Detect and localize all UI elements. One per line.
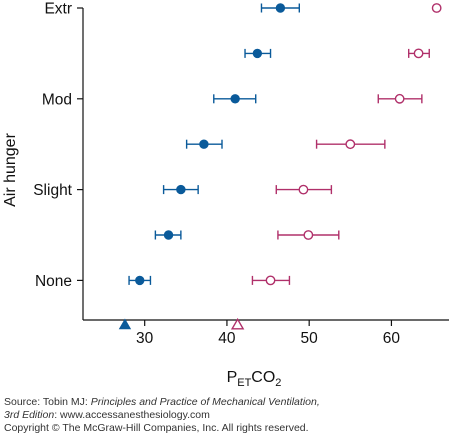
x-axis-label-tail: CO (251, 369, 275, 386)
x-tick-label: 40 (218, 330, 236, 347)
data-point (394, 93, 405, 104)
data-point (252, 48, 263, 59)
baseline-marker (118, 318, 132, 330)
data-point (431, 3, 442, 13)
y-tick-label: None (35, 273, 72, 290)
y-axis-label: Air hunger (2, 132, 19, 206)
x-axis-label-sub: ET (237, 377, 251, 389)
data-point (303, 230, 314, 240)
x-axis-label-main: P (227, 369, 238, 386)
source-book: Principles and Practice of Mechanical Ve… (90, 396, 320, 408)
air-hunger-chart: None Slight Mod Extr 30 40 50 60 Air hunger PET… (2, 1, 449, 389)
chart-marks (118, 3, 442, 330)
data-point (199, 139, 209, 149)
data-point (265, 275, 276, 286)
x-tick-label: 30 (136, 330, 154, 347)
y-tick-label: Slight (33, 182, 72, 199)
data-point (345, 139, 356, 150)
source-site-sep: : (54, 409, 61, 421)
source-note: Source: Tobin MJ: Principles and Practic… (4, 396, 448, 435)
source-line: Source: Tobin MJ: Principles and Practic… (4, 396, 448, 409)
source-edition: 3rd Edition (4, 409, 55, 421)
data-point (176, 184, 186, 195)
data-point (275, 3, 286, 13)
data-point (230, 94, 240, 104)
source-site: www.accessanesthesiology.com (60, 409, 210, 421)
baseline-marker (230, 317, 245, 330)
axes: None Slight Mod Extr 30 40 50 60 (33, 1, 449, 347)
data-point (163, 230, 174, 240)
x-axis-label-tail-sub: 2 (275, 377, 281, 389)
copyright-line: Copyright © The McGraw-Hill Companies, I… (4, 422, 309, 434)
y-tick-label: Extr (44, 1, 72, 18)
x-tick-label: 60 (383, 330, 401, 347)
x-tick-label: 50 (301, 330, 319, 347)
source-edition-line: 3rd Edition: www.accessanesthesiology.co… (4, 409, 448, 422)
data-point (413, 48, 424, 59)
data-point (135, 275, 145, 286)
y-tick-label: Mod (42, 91, 72, 108)
x-axis-label: PETCO2 (227, 369, 282, 389)
source-prefix: Source: Tobin MJ: (4, 396, 91, 408)
data-point (298, 184, 309, 195)
